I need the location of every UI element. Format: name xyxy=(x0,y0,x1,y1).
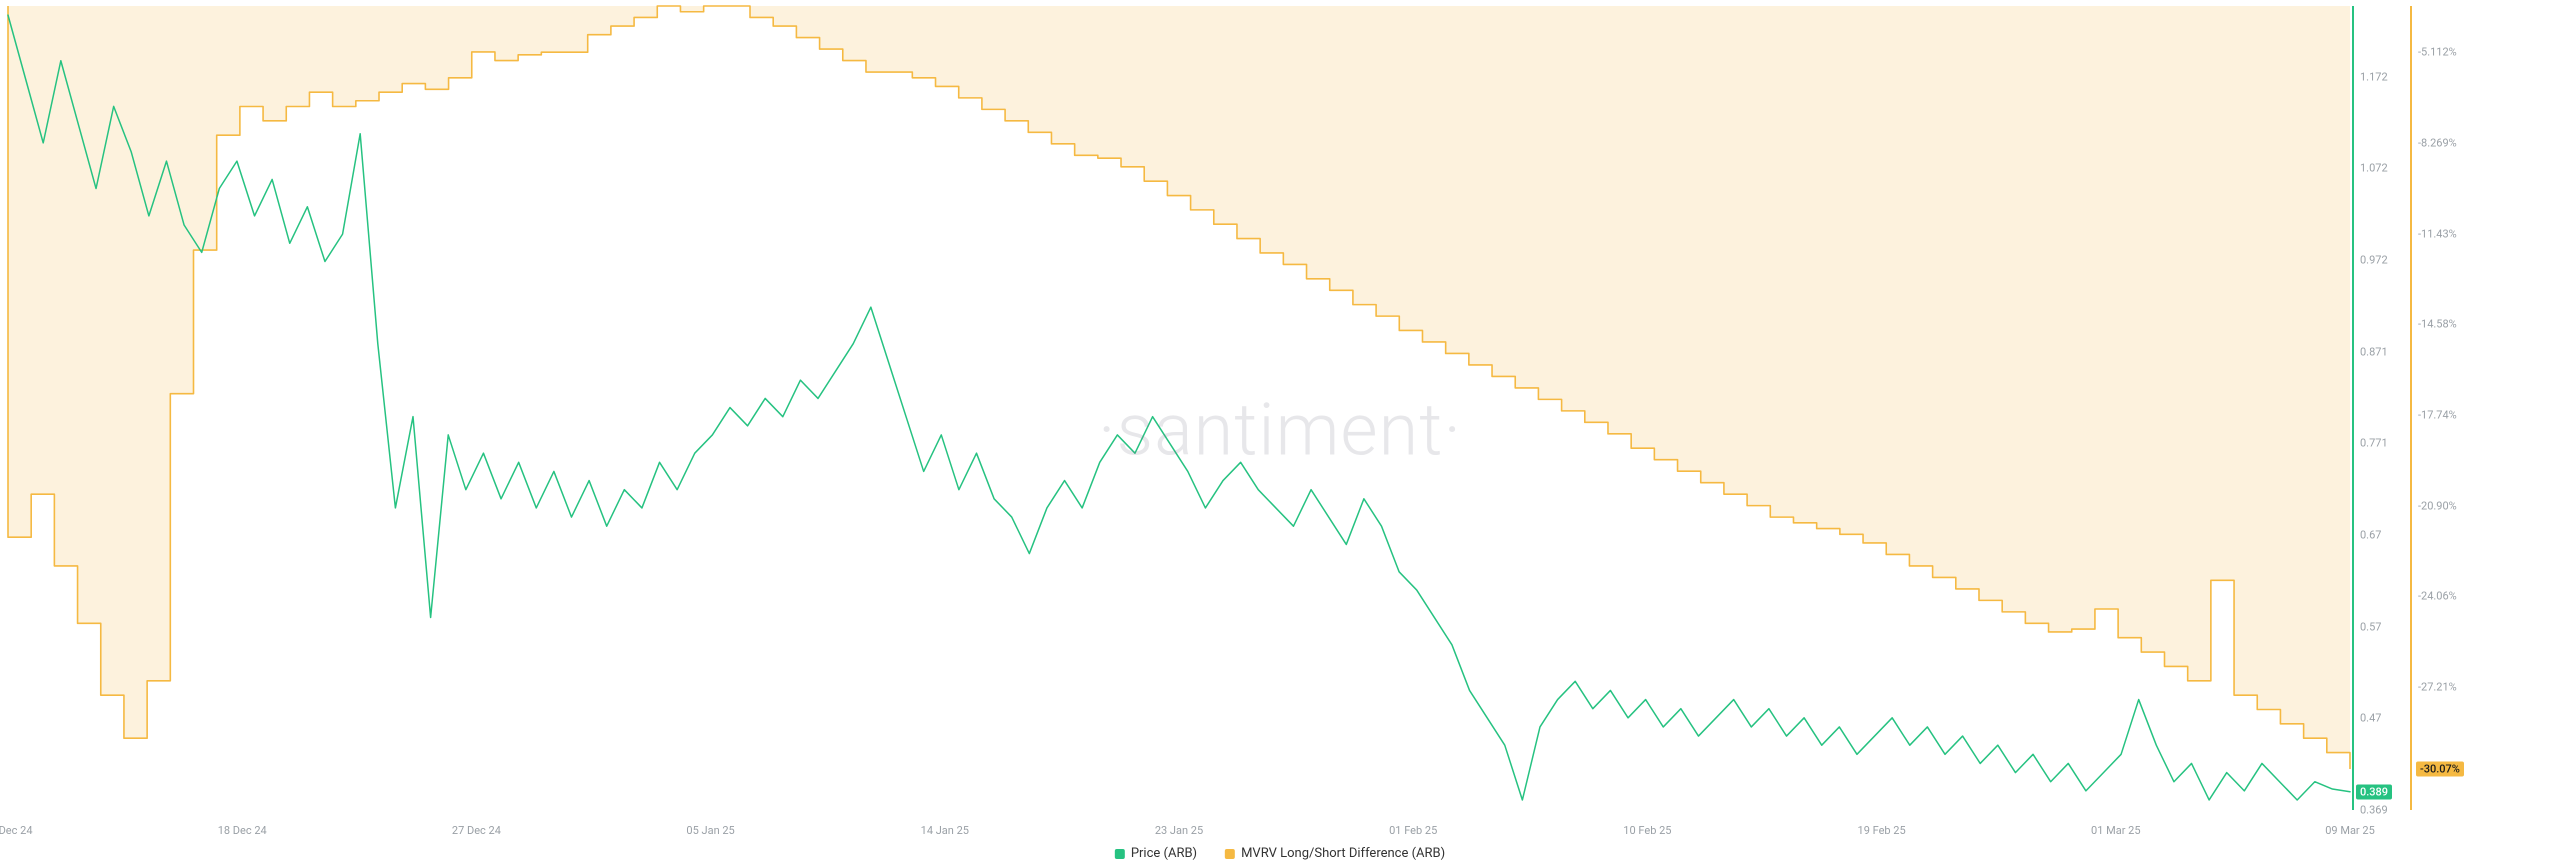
y-tick-price: 1.072 xyxy=(2360,162,2388,175)
legend-label: Price (ARB) xyxy=(1131,846,1197,861)
y-tick-mvrv: -27.21% xyxy=(2418,680,2457,693)
legend: Price (ARB) MVRV Long/Short Difference (A… xyxy=(1115,846,1445,861)
chart-svg xyxy=(0,0,2560,867)
y-tick-mvrv: -17.74% xyxy=(2418,408,2457,421)
y-tick-mvrv: -24.06% xyxy=(2418,590,2457,603)
y-tick-price: 1.172 xyxy=(2360,71,2388,84)
legend-item[interactable]: Price (ARB) xyxy=(1115,846,1197,861)
x-tick: 19 Feb 25 xyxy=(1858,824,1906,837)
x-tick: 09 Mar 25 xyxy=(2325,824,2375,837)
y-tick-price: 0.871 xyxy=(2360,345,2388,358)
mvrv-current-badge: -30.07% xyxy=(2416,761,2464,776)
price-current-badge: 0.389 xyxy=(2356,784,2392,799)
y-tick-mvrv: -14.58% xyxy=(2418,318,2457,331)
y-tick-mvrv: -8.269% xyxy=(2418,136,2457,149)
legend-label: MVRV Long/Short Difference (ARB) xyxy=(1241,846,1445,861)
x-tick: 05 Jan 25 xyxy=(686,824,734,837)
legend-swatch xyxy=(1225,849,1235,859)
x-tick: 14 Jan 25 xyxy=(921,824,969,837)
chart-container[interactable]: ·santiment· 08 Dec 2418 Dec 2427 Dec 240… xyxy=(0,0,2560,867)
y-tick-price: 0.771 xyxy=(2360,437,2388,450)
x-tick: 10 Feb 25 xyxy=(1623,824,1671,837)
left-axis-line xyxy=(2352,6,2354,810)
y-tick-price: 0.67 xyxy=(2360,529,2381,542)
y-tick-price: 0.47 xyxy=(2360,711,2381,724)
x-tick: 23 Jan 25 xyxy=(1155,824,1203,837)
x-tick: 08 Dec 24 xyxy=(0,824,33,837)
legend-item[interactable]: MVRV Long/Short Difference (ARB) xyxy=(1225,846,1445,861)
right-axis-line xyxy=(2410,6,2412,810)
x-tick: 01 Mar 25 xyxy=(2091,824,2141,837)
mvrv-area xyxy=(8,6,2350,769)
y-tick-price: 0.972 xyxy=(2360,253,2388,266)
y-tick-mvrv: -11.43% xyxy=(2418,227,2457,240)
y-tick-mvrv: -5.112% xyxy=(2418,46,2457,59)
y-tick-price: 0.57 xyxy=(2360,620,2381,633)
y-tick-price: 0.369 xyxy=(2360,804,2388,817)
x-tick: 18 Dec 24 xyxy=(218,824,267,837)
legend-swatch xyxy=(1115,849,1125,859)
x-tick: 01 Feb 25 xyxy=(1389,824,1437,837)
x-tick: 27 Dec 24 xyxy=(452,824,501,837)
y-tick-mvrv: -20.90% xyxy=(2418,499,2457,512)
